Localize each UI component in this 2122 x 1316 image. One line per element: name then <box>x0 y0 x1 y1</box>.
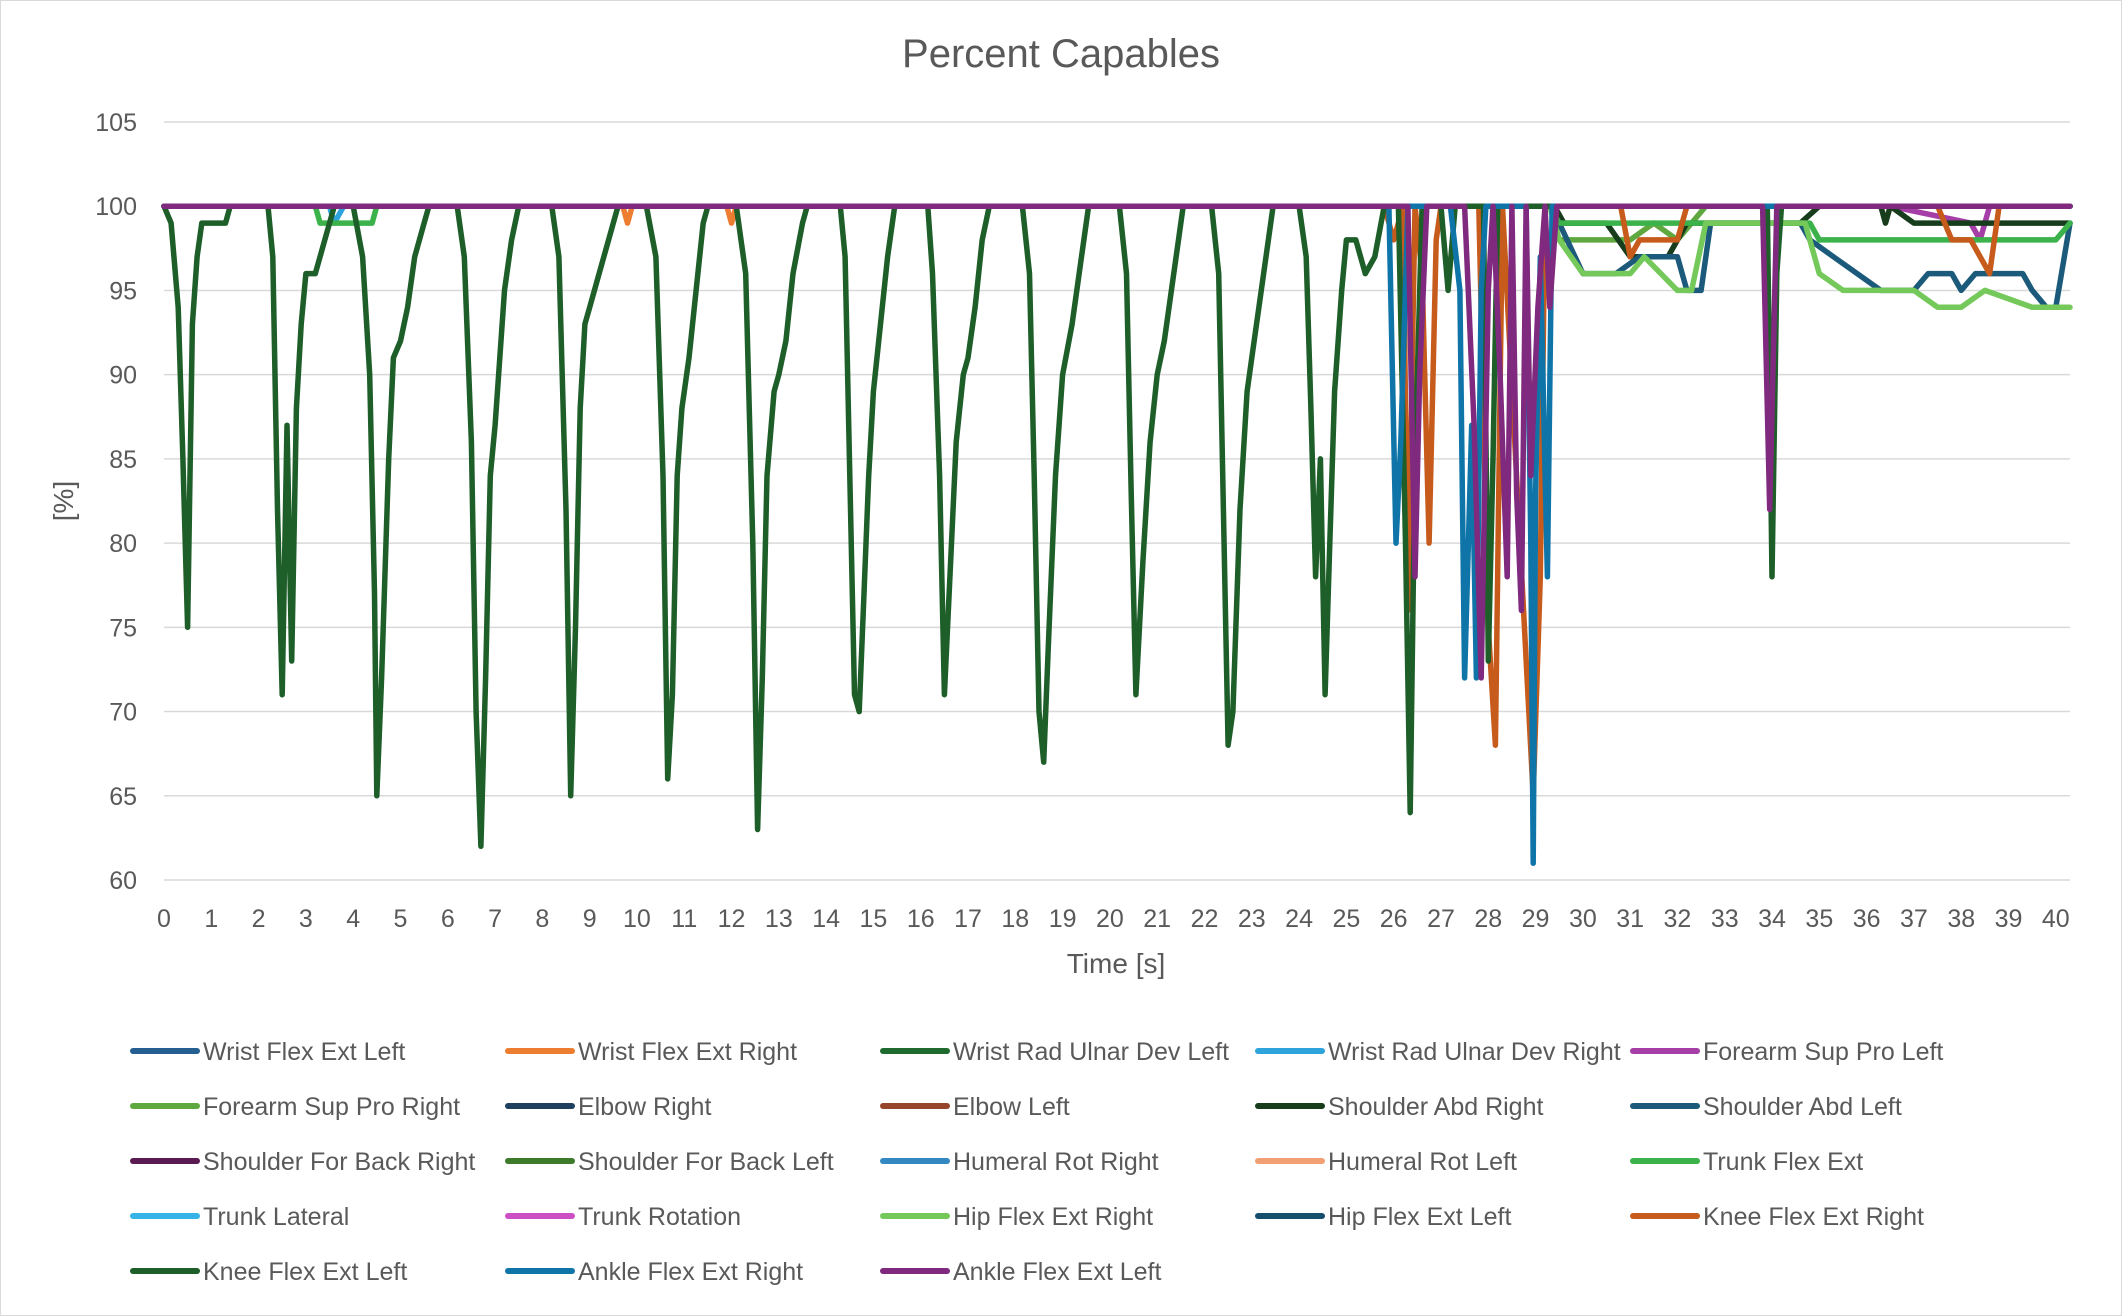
legend-label: Knee Flex Ext Left <box>203 1258 407 1286</box>
legend-label: Wrist Rad Ulnar Dev Right <box>1328 1038 1621 1066</box>
legend-label: Ankle Flex Ext Right <box>578 1258 803 1286</box>
x-tick-label: 2 <box>252 905 266 933</box>
x-tick-label: 20 <box>1096 905 1124 933</box>
x-tick-label: 22 <box>1191 905 1219 933</box>
x-tick-label: 21 <box>1143 905 1171 933</box>
legend: Wrist Flex Ext Left Wrist Flex Ext Right W… <box>130 1038 1943 1286</box>
x-tick-label: 35 <box>1805 905 1833 933</box>
x-tick-label: 18 <box>1001 905 1029 933</box>
legend-label: Elbow Left <box>953 1093 1070 1121</box>
y-tick-label: 100 <box>95 193 137 221</box>
x-axis-ticks: 0 1 2 3 4 5 6 7 8 9 10 11 12 13 14 15 16 17 18 19 20 21 22 23 24… <box>157 905 2070 933</box>
x-tick-label: 36 <box>1853 905 1881 933</box>
y-tick-label: 95 <box>109 277 137 305</box>
x-tick-label: 40 <box>2042 905 2070 933</box>
y-tick-label: 60 <box>109 867 137 895</box>
grid-lines <box>164 121 2070 881</box>
legend-label: Forearm Sup Pro Right <box>203 1093 460 1121</box>
series-line-14 <box>161 203 2073 243</box>
y-tick-label: 85 <box>109 446 137 474</box>
x-tick-label: 4 <box>346 905 360 933</box>
x-tick-label: 13 <box>765 905 793 933</box>
y-tick-label: 65 <box>109 783 137 811</box>
x-tick-label: 24 <box>1285 905 1313 933</box>
x-tick-label: 7 <box>488 905 502 933</box>
x-tick-label: 34 <box>1758 905 1786 933</box>
x-tick-label: 1 <box>204 905 218 933</box>
legend-label: Shoulder Abd Left <box>1703 1093 1902 1121</box>
legend-label: Shoulder Abd Right <box>1328 1093 1543 1121</box>
y-tick-label: 105 <box>95 109 137 137</box>
legend-label: Elbow Right <box>578 1093 711 1121</box>
series-line-17 <box>161 203 2073 311</box>
x-tick-label: 14 <box>812 905 840 933</box>
x-tick-label: 30 <box>1569 905 1597 933</box>
series-line-21 <box>161 203 2073 866</box>
legend-label: Forearm Sup Pro Left <box>1703 1038 1943 1066</box>
x-tick-label: 6 <box>441 905 455 933</box>
y-tick-label: 80 <box>109 530 137 558</box>
x-tick-label: 9 <box>583 905 597 933</box>
x-tick-label: 38 <box>1947 905 1975 933</box>
series-lines <box>161 203 2073 866</box>
legend-label: Shoulder For Back Left <box>578 1148 834 1176</box>
legend-label: Knee Flex Ext Right <box>1703 1203 1924 1231</box>
legend-label: Wrist Flex Ext Left <box>203 1038 405 1066</box>
y-tick-label: 75 <box>109 614 137 642</box>
legend-label: Wrist Flex Ext Right <box>578 1038 797 1066</box>
legend-label: Hip Flex Ext Right <box>953 1203 1153 1231</box>
y-tick-label: 90 <box>109 362 137 390</box>
legend-label: Ankle Flex Ext Left <box>953 1258 1161 1286</box>
x-tick-label: 15 <box>860 905 888 933</box>
y-axis-title: [%] <box>48 481 79 521</box>
series-line-22 <box>161 203 2073 681</box>
x-tick-label: 29 <box>1522 905 1550 933</box>
x-tick-label: 8 <box>535 905 549 933</box>
legend-label: Trunk Flex Ext <box>1703 1148 1863 1176</box>
legend-label: Hip Flex Ext Left <box>1328 1203 1511 1231</box>
x-tick-label: 28 <box>1474 905 1502 933</box>
legend-label: Humeral Rot Left <box>1328 1148 1517 1176</box>
legend-label: Humeral Rot Right <box>953 1148 1159 1176</box>
legend-label: Wrist Rad Ulnar Dev Left <box>953 1038 1229 1066</box>
x-tick-label: 12 <box>718 905 746 933</box>
y-tick-label: 70 <box>109 699 137 727</box>
x-tick-label: 32 <box>1664 905 1692 933</box>
legend-label: Trunk Lateral <box>203 1203 349 1231</box>
x-tick-label: 37 <box>1900 905 1928 933</box>
x-tick-label: 0 <box>157 905 171 933</box>
series-line-8 <box>161 203 2073 260</box>
x-axis-title: Time [s] <box>1067 948 1166 979</box>
chart-title: Percent Capables <box>902 32 1220 76</box>
x-tick-label: 10 <box>623 905 651 933</box>
x-tick-label: 3 <box>299 905 313 933</box>
legend-label: Shoulder For Back Right <box>203 1148 475 1176</box>
x-tick-label: 26 <box>1380 905 1408 933</box>
x-tick-label: 16 <box>907 905 935 933</box>
x-tick-label: 33 <box>1711 905 1739 933</box>
x-tick-label: 19 <box>1049 905 1077 933</box>
x-tick-label: 27 <box>1427 905 1455 933</box>
series-line-20 <box>161 203 2073 850</box>
x-tick-label: 17 <box>954 905 982 933</box>
x-tick-label: 5 <box>394 905 408 933</box>
x-tick-label: 31 <box>1616 905 1644 933</box>
legend-label: Trunk Rotation <box>578 1203 741 1231</box>
x-tick-label: 23 <box>1238 905 1266 933</box>
y-axis-ticks: 60 65 70 75 80 85 90 95 100 105 <box>95 109 137 895</box>
x-tick-label: 25 <box>1332 905 1360 933</box>
series-line-19 <box>161 203 2073 799</box>
x-tick-label: 11 <box>671 905 697 933</box>
x-tick-label: 39 <box>1995 905 2023 933</box>
